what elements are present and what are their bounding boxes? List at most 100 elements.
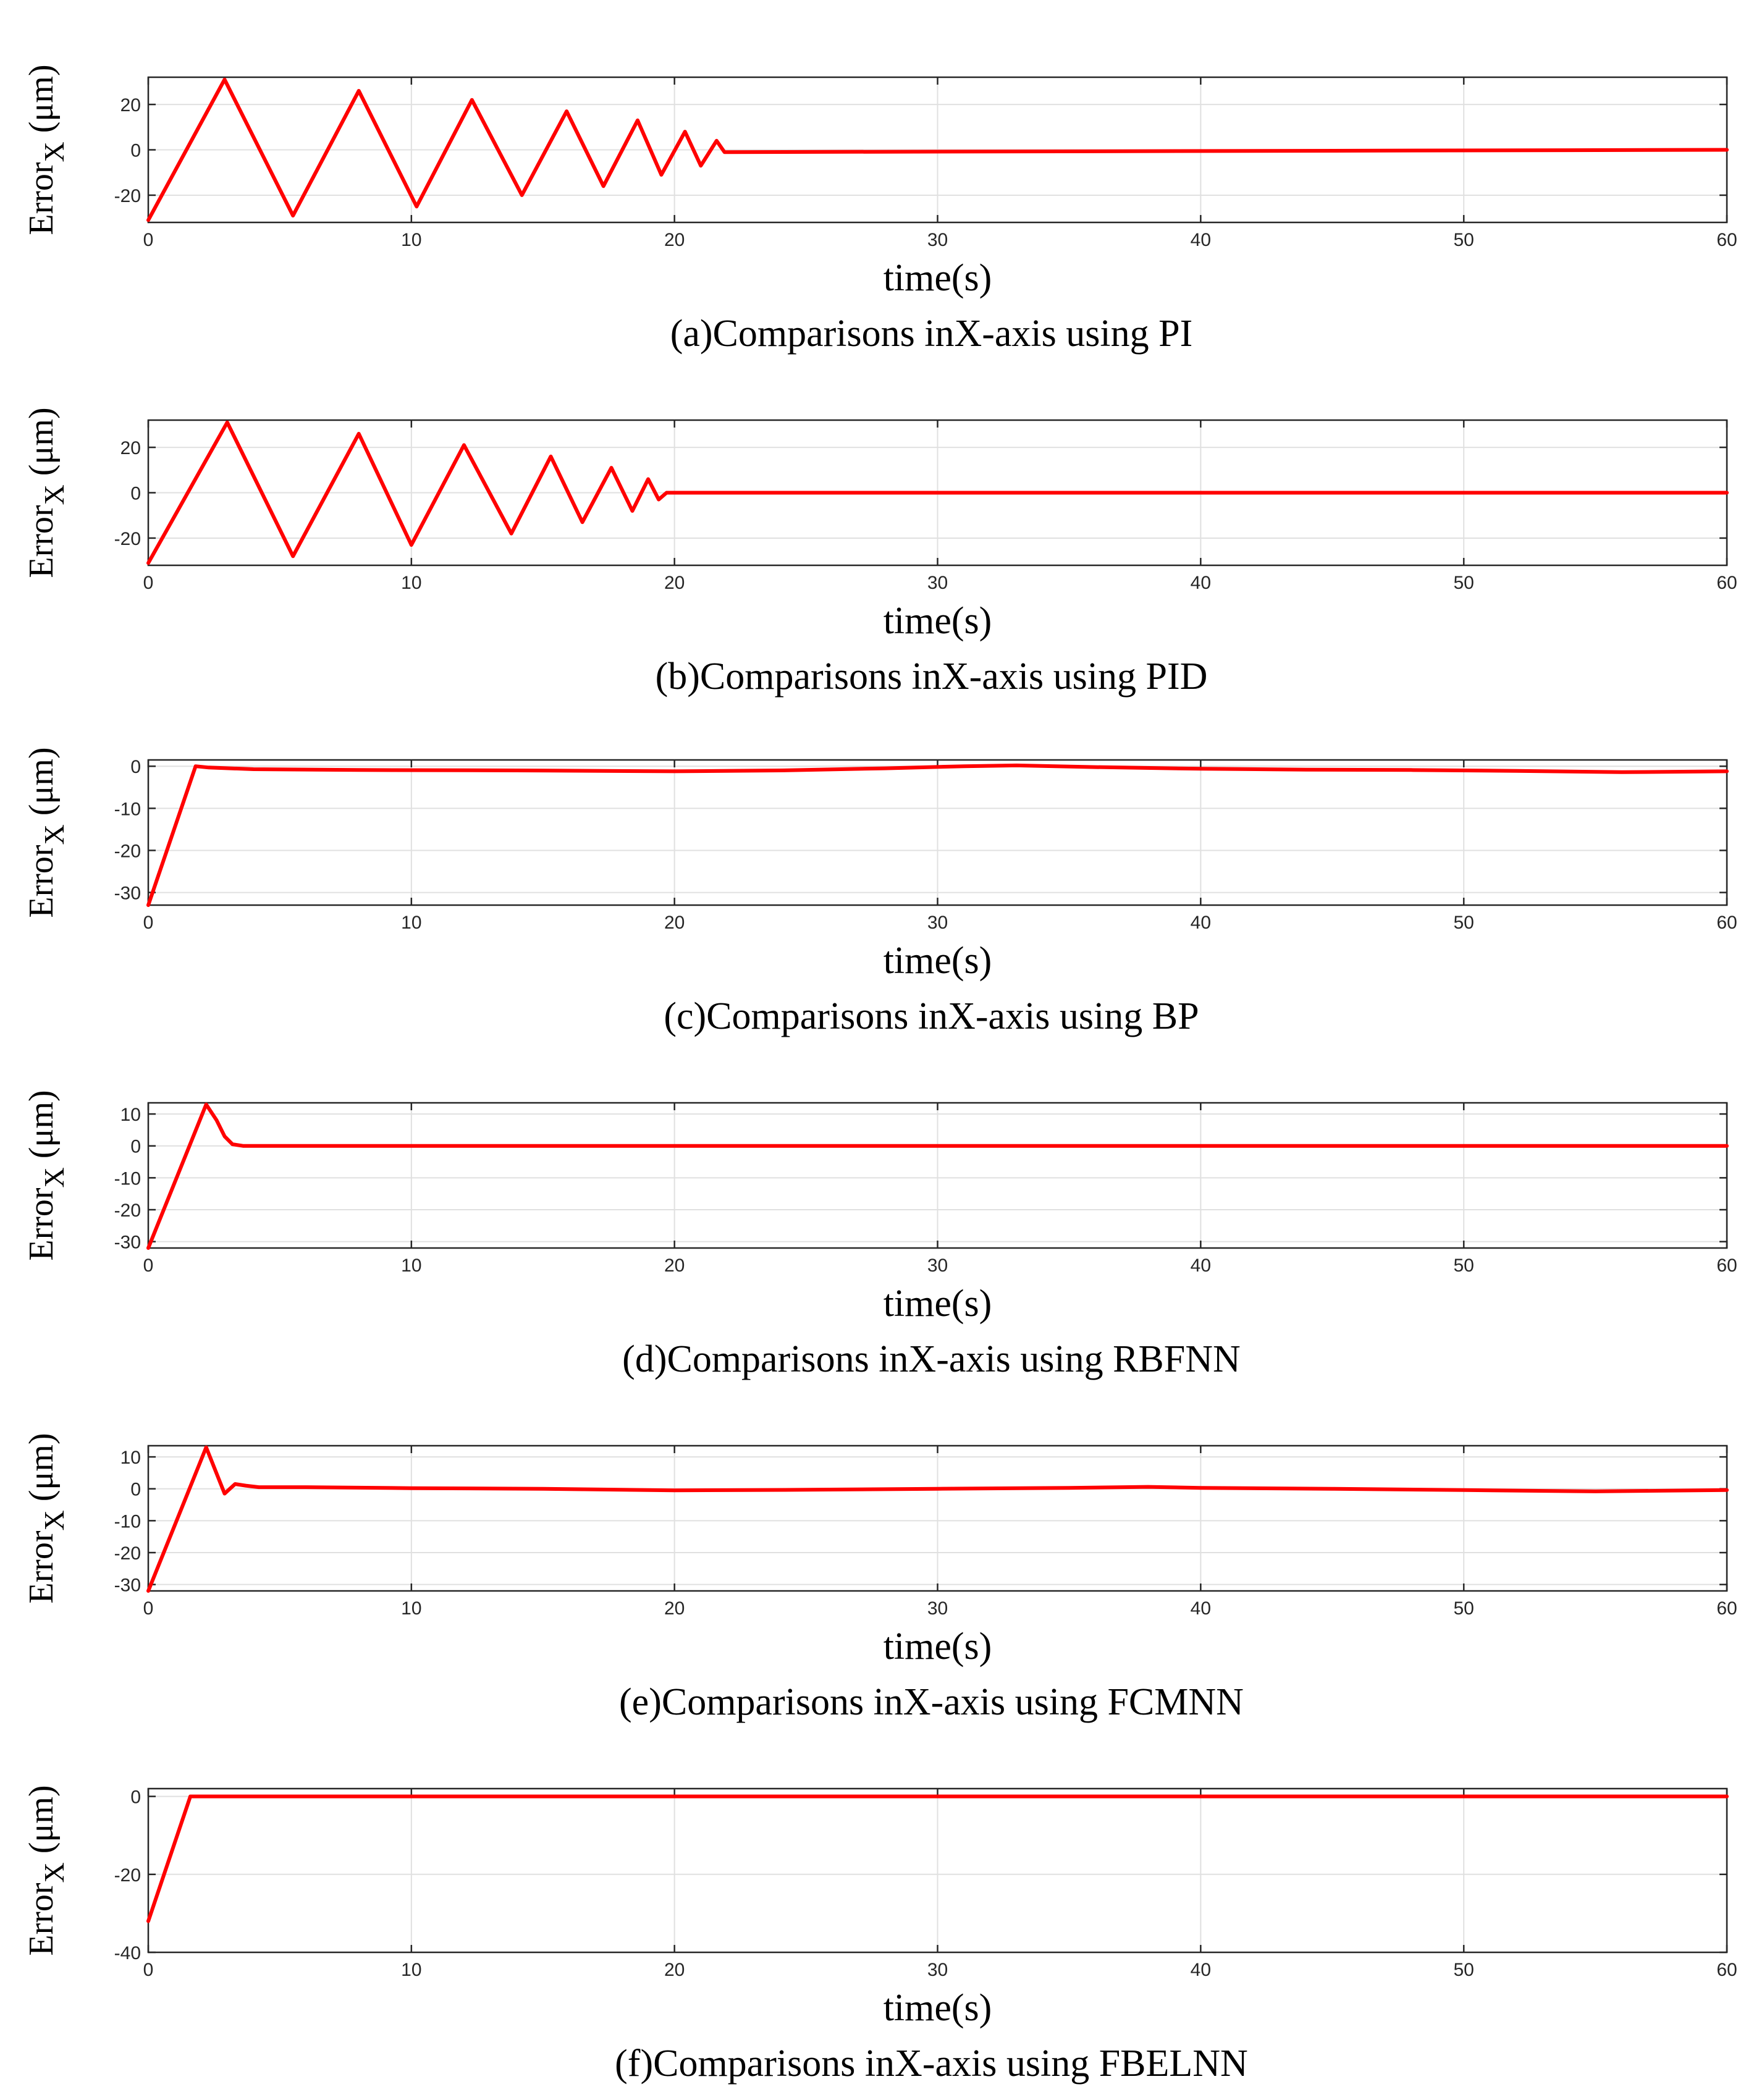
x-tick-label: 40 — [1191, 1255, 1211, 1276]
y-axis-label-unit: (μm) — [22, 1785, 61, 1853]
y-tick-label: 0 — [130, 484, 141, 504]
panel-f: 0 10 20 30 40 50 60 -40 -20 0 ErrorX (μm) time(s) (f)… — [22, 1785, 1737, 2085]
x-tick-label: 20 — [664, 230, 685, 250]
y-axis-label-subscript: X — [38, 141, 70, 162]
series-line-error-x — [146, 1794, 1729, 1923]
y-axis-label-unit: (μm) — [22, 407, 61, 476]
y-tick-label: 10 — [120, 1448, 141, 1468]
panel-caption: (d)Comparisons inX-axis using RBFNN — [622, 1338, 1241, 1380]
x-tick-label: 30 — [927, 1598, 948, 1619]
y-axis-label: ErrorX (μm) — [22, 1785, 70, 1955]
panel-c: 0 10 20 30 40 50 60 -30 -20 -10 0 ErrorX (μm) time(s)… — [22, 747, 1737, 1037]
y-tick-label: -10 — [114, 1511, 141, 1532]
y-tick-label: -20 — [114, 841, 141, 861]
x-tick-label: 40 — [1191, 573, 1211, 593]
y-tick-label: 10 — [120, 1105, 141, 1125]
y-axis-label-main: Error — [22, 1187, 61, 1261]
x-axis-label: time(s) — [884, 1626, 992, 1668]
y-tick-label: -30 — [114, 1575, 141, 1596]
y-axis-label-unit: (μm) — [22, 1090, 61, 1158]
x-tick-label: 0 — [143, 1960, 154, 1980]
y-tick-label: -20 — [114, 1200, 141, 1221]
y-tick-label: 20 — [120, 95, 141, 116]
y-axis-label-subscript: X — [38, 1510, 70, 1530]
y-axis-label-main: Error — [22, 845, 61, 918]
y-tick-label: -30 — [114, 883, 141, 904]
x-axis-label: time(s) — [884, 1987, 992, 2029]
x-tick-label: 30 — [927, 1255, 948, 1276]
x-tick-label: 0 — [143, 913, 154, 933]
panel-caption: (c)Comparisons inX-axis using BP — [664, 995, 1199, 1037]
x-tick-label: 60 — [1716, 1960, 1737, 1980]
y-axis-label-unit: (μm) — [22, 1433, 61, 1501]
x-tick-label: 30 — [927, 230, 948, 250]
y-tick-label: -20 — [114, 529, 141, 549]
x-tick-label: 50 — [1453, 1255, 1474, 1276]
x-tick-label: 0 — [143, 573, 154, 593]
x-tick-label: 60 — [1716, 913, 1737, 933]
y-tick-label: 0 — [130, 757, 141, 777]
y-tick-label: 0 — [130, 1137, 141, 1157]
series-line-error-x — [146, 77, 1729, 222]
x-tick-label: 60 — [1716, 230, 1737, 250]
y-tick-label: -20 — [114, 186, 141, 206]
x-tick-label: 30 — [927, 573, 948, 593]
x-tick-label: 20 — [664, 1960, 685, 1980]
series-line-error-x — [146, 1102, 1729, 1250]
x-axis-label: time(s) — [884, 1283, 992, 1325]
x-tick-label: 50 — [1453, 573, 1474, 593]
x-tick-label: 0 — [143, 1598, 154, 1619]
x-tick-label: 40 — [1191, 913, 1211, 933]
panel-caption: (e)Comparisons inX-axis using FCMNN — [619, 1681, 1244, 1723]
y-axis-label-main: Error — [22, 1883, 61, 1956]
x-tick-label: 40 — [1191, 1598, 1211, 1619]
y-tick-label: 20 — [120, 438, 141, 458]
x-tick-label: 20 — [664, 573, 685, 593]
x-tick-label: 0 — [143, 230, 154, 250]
y-tick-label: -20 — [114, 1543, 141, 1564]
series-line-error-x — [146, 763, 1729, 907]
x-tick-label: 20 — [664, 1598, 685, 1619]
x-tick-label: 60 — [1716, 573, 1737, 593]
x-tick-label: 10 — [401, 1598, 421, 1619]
y-axis-label-subscript: X — [38, 824, 70, 845]
panel-caption: (f)Comparisons inX-axis using FBELNN — [615, 2043, 1248, 2085]
x-axis-label: time(s) — [884, 257, 992, 299]
panel-e: 0 10 20 30 40 50 60 -30 -20 -10 0 10 ErrorX (μm) time(… — [22, 1433, 1737, 1723]
x-tick-label: 10 — [401, 913, 421, 933]
x-tick-label: 50 — [1453, 913, 1474, 933]
x-tick-label: 60 — [1716, 1598, 1737, 1619]
y-tick-label: 0 — [130, 1480, 141, 1500]
x-axis-label: time(s) — [884, 600, 992, 642]
y-axis-label: ErrorX (μm) — [22, 1433, 70, 1603]
x-tick-label: 60 — [1716, 1255, 1737, 1276]
x-tick-label: 10 — [401, 1960, 421, 1980]
x-tick-label: 20 — [664, 913, 685, 933]
panel-b: 0 10 20 30 40 50 60 -20 0 20 ErrorX (μm) time(s) (b)C… — [22, 407, 1737, 698]
x-tick-label: 10 — [401, 1255, 421, 1276]
y-axis-label-main: Error — [22, 162, 61, 235]
x-tick-label: 50 — [1453, 230, 1474, 250]
x-axis-label: time(s) — [884, 940, 992, 982]
y-axis-label-subscript: X — [38, 484, 70, 505]
x-tick-label: 20 — [664, 1255, 685, 1276]
y-tick-label: 0 — [130, 1787, 141, 1808]
y-axis-label: ErrorX (μm) — [22, 407, 70, 578]
y-axis-label-subscript: X — [38, 1862, 70, 1883]
x-tick-label: 50 — [1453, 1598, 1474, 1619]
x-tick-label: 30 — [927, 913, 948, 933]
series-line-error-x — [146, 420, 1729, 565]
y-tick-label: -40 — [114, 1943, 141, 1963]
y-tick-label: -30 — [114, 1233, 141, 1253]
y-axis-label: ErrorX (μm) — [22, 747, 70, 917]
y-axis-label: ErrorX (μm) — [22, 1090, 70, 1260]
panel-d: 0 10 20 30 40 50 60 -30 -20 -10 0 10 ErrorX (μm) time(… — [22, 1090, 1737, 1380]
x-tick-label: 50 — [1453, 1960, 1474, 1980]
x-tick-label: 0 — [143, 1255, 154, 1276]
y-axis-label-subscript: X — [38, 1167, 70, 1187]
panel-a: 0 10 20 30 40 50 60 -20 0 20 ErrorX (μm) time(s) (a)C… — [22, 64, 1737, 355]
x-tick-label: 40 — [1191, 1960, 1211, 1980]
y-axis-label-unit: (μm) — [22, 747, 61, 816]
y-axis-label-main: Error — [22, 505, 61, 578]
